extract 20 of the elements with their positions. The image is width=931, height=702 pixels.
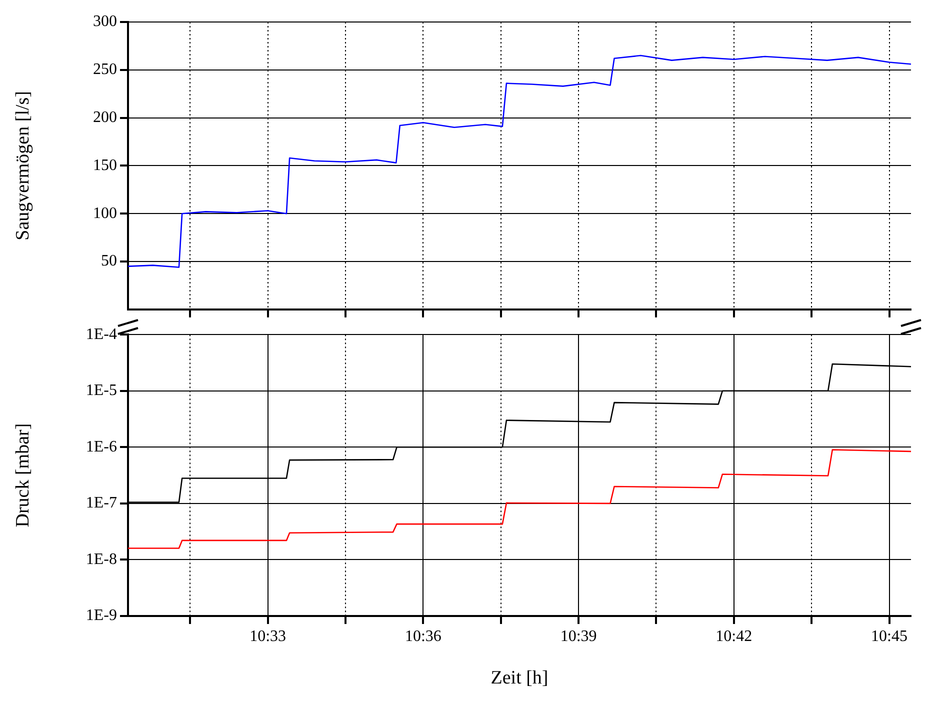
y-tick-label: 1E-5 — [86, 382, 117, 400]
x-tick-label: 10:33 — [250, 628, 286, 645]
y-tick-label: 50 — [101, 252, 117, 270]
x-axis-title: Zeit [h] — [490, 668, 548, 689]
y-tick-label: 300 — [93, 13, 117, 30]
y-tick-label: 1E-7 — [86, 494, 117, 512]
x-tick-label: 10:42 — [716, 628, 752, 645]
y-tick-label: 100 — [93, 204, 117, 222]
y-tick-label: 1E-8 — [86, 550, 117, 568]
y-axis-title: Saugvermögen [l/s] — [12, 91, 34, 240]
y-tick-label: 1E-9 — [86, 607, 117, 624]
y-axis-title: Druck [mbar] — [12, 423, 34, 528]
y-tick-label: 250 — [93, 61, 117, 78]
x-tick-label: 10:45 — [871, 628, 908, 645]
y-tick-label: 150 — [93, 156, 117, 174]
y-tick-label: 1E-6 — [86, 438, 117, 456]
y-tick-label: 1E-4 — [86, 326, 117, 343]
x-tick-label: 10:39 — [560, 628, 597, 645]
x-tick-label: 10:36 — [404, 628, 442, 645]
y-tick-label: 200 — [93, 109, 117, 126]
